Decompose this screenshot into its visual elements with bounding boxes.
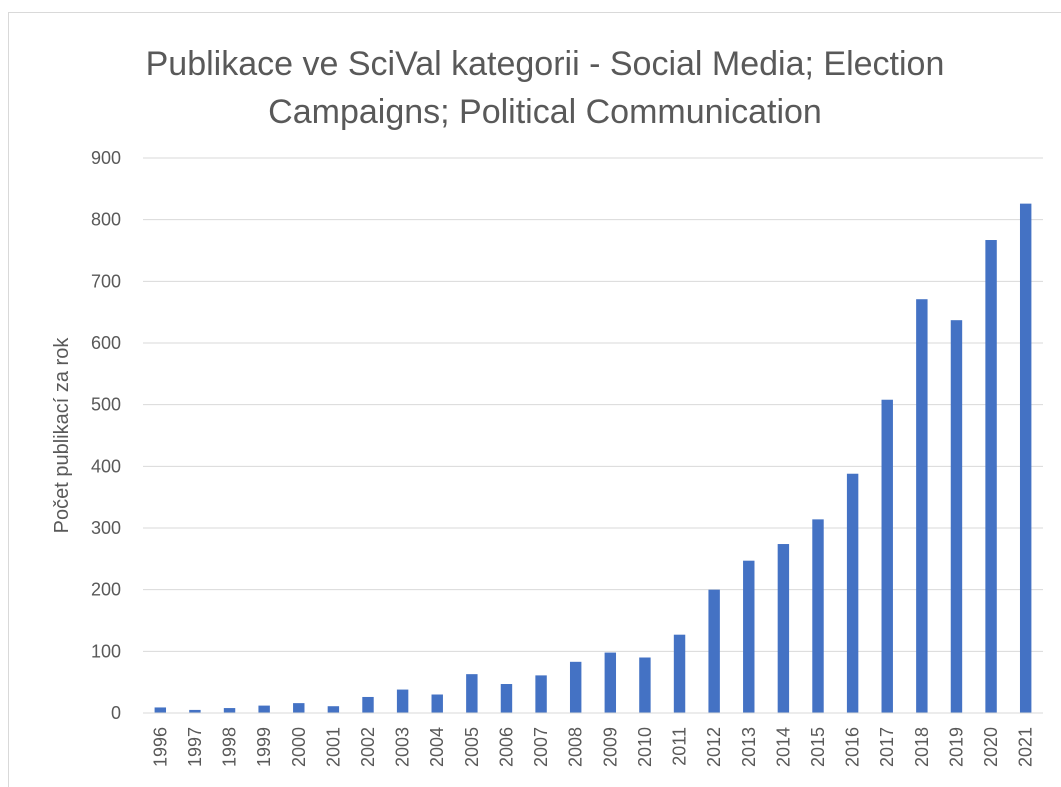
bar-2000 <box>293 703 305 713</box>
x-tick-label: 2014 <box>773 727 793 767</box>
bar-2016 <box>846 473 859 713</box>
x-tick-label: 2021 <box>1016 727 1036 767</box>
x-tick-label: 2006 <box>496 727 516 767</box>
bar-2010 <box>639 657 651 713</box>
x-axis-tick-labels: 1996 1997 1998 1999 2000 2001 2002 2003 2004 2005… <box>150 727 1035 767</box>
x-tick-label: 2017 <box>877 727 897 767</box>
bar-2020 <box>985 240 997 713</box>
y-tick-label: 800 <box>91 210 121 230</box>
x-tick-label: 2002 <box>358 727 378 767</box>
x-tick-label: 2001 <box>323 727 343 767</box>
y-tick-label: 400 <box>91 456 121 476</box>
chart-title: Publikace ve SciVal kategorii - Social M… <box>0 40 1061 136</box>
x-tick-label: 2016 <box>843 727 863 767</box>
x-tick-label: 1996 <box>150 727 170 767</box>
bar-2005 <box>466 674 478 713</box>
x-tick-label: 2018 <box>912 727 932 767</box>
x-tick-label: 2005 <box>462 727 482 767</box>
y-tick-label: 900 <box>91 148 121 168</box>
x-tick-label: 2011 <box>670 727 690 766</box>
x-tick-label: 1998 <box>220 727 240 767</box>
x-tick-label: 2010 <box>635 727 655 767</box>
x-tick-label: 1997 <box>185 727 205 767</box>
bar-2019 <box>950 320 963 713</box>
bar-1998 <box>223 708 236 713</box>
x-tick-label: 2020 <box>981 727 1001 767</box>
x-tick-label: 2015 <box>808 727 828 767</box>
chart-title-line-1: Publikace ve SciVal kategorii - Social M… <box>145 45 945 83</box>
chart-title-line-2: Campaigns; Political Communication <box>268 93 822 131</box>
y-tick-label: 300 <box>91 518 121 538</box>
bar-2009 <box>604 652 617 713</box>
bar-2007 <box>535 675 547 713</box>
x-tick-label: 1999 <box>254 727 274 767</box>
x-tick-label: 2003 <box>393 727 413 767</box>
x-tick-label: 2019 <box>946 727 966 767</box>
bar-2017 <box>881 399 893 713</box>
x-tick-label: 2000 <box>289 727 309 767</box>
y-tick-label: 700 <box>91 271 121 291</box>
bar-2006 <box>500 684 513 713</box>
y-axis-tick-labels: 0 100 200 300 400 500 600 700 800 900 <box>91 148 121 723</box>
bar-2008 <box>569 661 582 713</box>
bar-2001 <box>327 706 340 713</box>
y-tick-label: 500 <box>91 395 121 415</box>
bar-2015 <box>812 519 824 713</box>
y-tick-label: 200 <box>91 580 121 600</box>
x-tick-label: 2007 <box>531 727 551 767</box>
gridlines <box>143 157 1043 652</box>
bar-1997 <box>189 709 201 713</box>
x-tick-label: 2004 <box>427 727 447 767</box>
bars <box>154 203 1032 713</box>
x-tick-label: 2013 <box>739 727 759 767</box>
x-tick-label: 2009 <box>600 727 620 767</box>
bar-2018 <box>916 299 928 713</box>
bar-2013 <box>743 560 755 713</box>
bar-2012 <box>708 589 720 713</box>
bar-2004 <box>431 694 443 713</box>
bar-2002 <box>362 696 374 713</box>
y-tick-label: 100 <box>91 641 121 661</box>
x-tick-label: 2008 <box>566 727 586 767</box>
y-tick-label: 600 <box>91 333 121 353</box>
y-axis-title: Počet publikací za rok <box>51 337 73 534</box>
bar-2011 <box>673 634 686 713</box>
bar-2003 <box>396 689 409 713</box>
x-tick-label: 2012 <box>704 727 724 767</box>
bar-1996 <box>154 707 167 713</box>
bar-1999 <box>258 705 270 713</box>
y-tick-label: 0 <box>111 703 121 723</box>
bar-2014 <box>777 544 790 713</box>
bar-2021 <box>1019 203 1032 713</box>
